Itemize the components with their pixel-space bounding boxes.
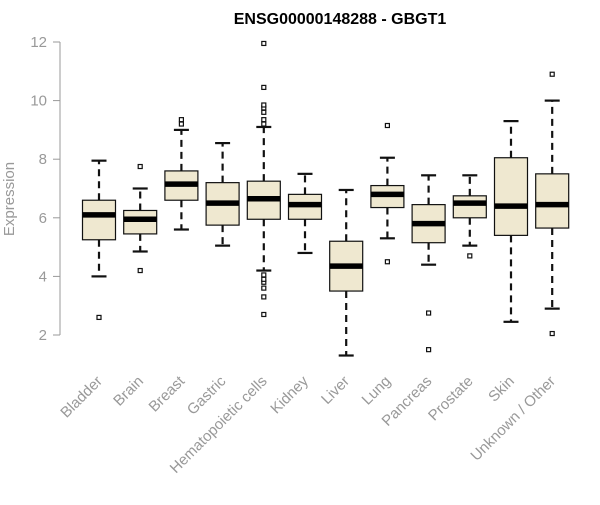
outlier-point: [261, 117, 267, 123]
outlier-point: [261, 121, 267, 127]
outlier-point: [549, 330, 555, 337]
y-axis: 2 4 6 8 10 12: [30, 34, 61, 344]
box-bladder: [81, 159, 117, 321]
chart-title: ENSG00000148288 - GBGT1: [234, 11, 447, 28]
y-tick-label: 10: [30, 93, 47, 110]
outlier-point: [261, 294, 267, 300]
y-axis-title: Expression: [1, 162, 18, 236]
y-tick-label: 6: [39, 210, 47, 227]
box-pancreas: [411, 174, 446, 353]
box-group: [81, 40, 570, 357]
outlier-point: [137, 267, 143, 274]
outlier-point: [467, 253, 473, 259]
x-category-label: Prostate: [425, 373, 477, 425]
box-gastric: [205, 141, 240, 247]
box-unknown-other: [535, 71, 570, 337]
x-category-label: Kidney: [267, 372, 312, 417]
x-category-label: Liver: [318, 373, 353, 408]
box-hematopoietic-cells: [246, 40, 281, 318]
box-skin: [493, 120, 529, 323]
outlier-point: [261, 102, 267, 108]
box-kidney: [287, 172, 323, 255]
outlier-point: [261, 272, 267, 278]
x-category-label: Skin: [485, 373, 518, 406]
x-category-label: Bladder: [57, 373, 106, 422]
iqr-box: [81, 199, 117, 241]
box-brain: [123, 163, 158, 274]
y-tick-label: 8: [39, 151, 47, 168]
outlier-point: [261, 285, 267, 291]
outlier-point: [261, 311, 267, 318]
outlier-point: [137, 163, 143, 170]
outlier-point: [178, 121, 184, 127]
y-tick-label: 4: [39, 268, 47, 285]
outlier-point: [426, 347, 432, 353]
y-tick-label: 2: [39, 327, 47, 344]
x-category-label: Brain: [110, 373, 147, 410]
iqr-box: [123, 209, 158, 235]
outlier-point: [261, 276, 267, 282]
box-liver: [329, 188, 364, 357]
y-tick-label: 12: [30, 34, 47, 51]
outlier-point: [549, 71, 555, 77]
x-category-label: Breast: [146, 372, 189, 415]
outlier-point: [426, 310, 432, 316]
iqr-box: [452, 195, 487, 219]
outlier-point: [261, 109, 267, 115]
box-breast: [164, 117, 199, 231]
outlier-point: [261, 40, 267, 47]
outlier-point: [261, 84, 267, 91]
box-lung: [370, 122, 405, 265]
box-prostate: [452, 174, 487, 259]
outlier-point: [384, 259, 390, 265]
outlier-point: [96, 314, 102, 321]
iqr-box: [493, 157, 529, 236]
outlier-point: [384, 122, 390, 129]
x-category-label: Lung: [359, 373, 395, 409]
iqr-box: [535, 173, 570, 229]
outlier-point: [178, 117, 184, 123]
